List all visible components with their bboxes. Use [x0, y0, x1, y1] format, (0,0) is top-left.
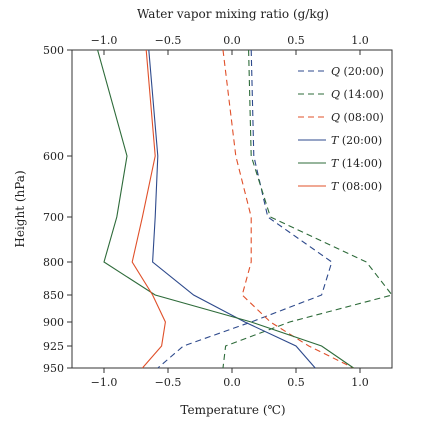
legend-label: T (08:00) [331, 180, 382, 193]
y-tick-label: 850 [43, 289, 64, 302]
top-axis-title: Water vapor mixing ratio (g/kg) [137, 7, 329, 21]
legend-label: Q (14:00) [331, 88, 384, 101]
y-tick-label: 900 [43, 316, 64, 329]
y-tick-label: 500 [43, 44, 64, 57]
series-line [131, 49, 166, 369]
bottom-axis-ticks: −1.0 −0.5 0.0 0.5 1.0 [91, 368, 369, 389]
series-line [97, 49, 354, 369]
y-tick-label: 600 [43, 150, 64, 163]
y-axis-ticks: 500 600 700 800 850 900 925 950 [43, 44, 72, 375]
top-tick-label: −1.0 [91, 34, 118, 47]
top-tick-label: 1.0 [351, 34, 369, 47]
y-axis-title: Height (hPa) [13, 170, 27, 247]
top-axis-ticks: −1.0 −0.5 0.0 0.5 1.0 [91, 34, 369, 55]
top-tick-label: 0.0 [223, 34, 241, 47]
bottom-tick-label: 0.0 [223, 376, 241, 389]
series-line [157, 49, 333, 369]
legend-label: Q (08:00) [331, 111, 384, 124]
series-line [222, 49, 354, 369]
series-line [148, 49, 316, 369]
legend-label: T (20:00) [331, 134, 382, 147]
y-tick-label: 950 [43, 362, 64, 375]
bottom-tick-label: −1.0 [91, 376, 118, 389]
top-tick-label: −0.5 [155, 34, 182, 47]
y-tick-label: 700 [43, 211, 64, 224]
bottom-tick-label: 1.0 [351, 376, 369, 389]
y-tick-label: 800 [43, 256, 64, 269]
legend-label: T (14:00) [331, 157, 382, 170]
bottom-tick-label: 0.5 [287, 376, 305, 389]
bottom-tick-label: −0.5 [155, 376, 182, 389]
bottom-axis-title: Temperature (℃) [180, 403, 285, 417]
series-line [222, 49, 393, 369]
series-lines [97, 49, 393, 369]
legend: Q (20:00) Q (14:00) Q (08:00) T (20:00) T (1… [298, 65, 384, 193]
top-tick-label: 0.5 [287, 34, 305, 47]
legend-label: Q (20:00) [331, 65, 384, 78]
y-tick-label: 925 [43, 340, 64, 353]
